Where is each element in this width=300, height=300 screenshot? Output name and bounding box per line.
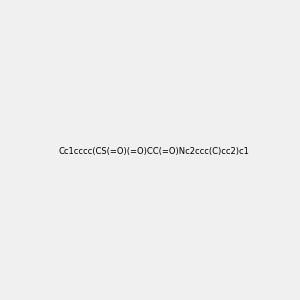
Text: Cc1cccc(CS(=O)(=O)CC(=O)Nc2ccc(C)cc2)c1: Cc1cccc(CS(=O)(=O)CC(=O)Nc2ccc(C)cc2)c1 <box>58 147 249 156</box>
